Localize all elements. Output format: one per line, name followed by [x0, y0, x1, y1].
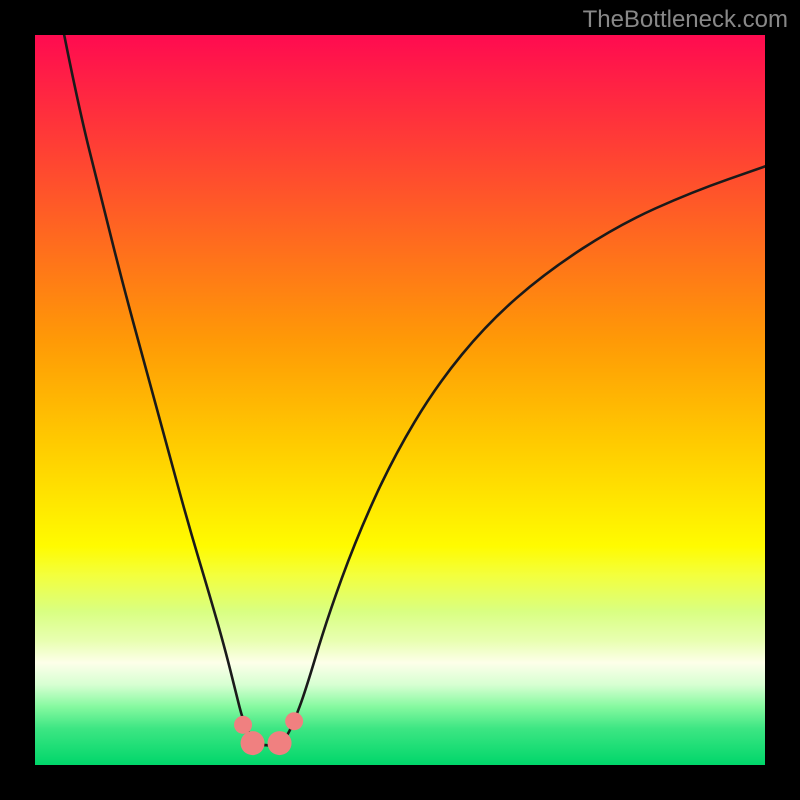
bottleneck-chart: [0, 0, 800, 800]
frame-left: [0, 0, 35, 800]
curve-marker: [234, 716, 252, 734]
chart-gradient-bg: [35, 35, 765, 765]
curve-marker: [268, 731, 292, 755]
curve-marker: [241, 731, 265, 755]
frame-bottom: [0, 765, 800, 800]
chart-container: TheBottleneck.com: [0, 0, 800, 800]
frame-right: [765, 0, 800, 800]
curve-marker: [285, 712, 303, 730]
watermark-text: TheBottleneck.com: [583, 6, 788, 34]
